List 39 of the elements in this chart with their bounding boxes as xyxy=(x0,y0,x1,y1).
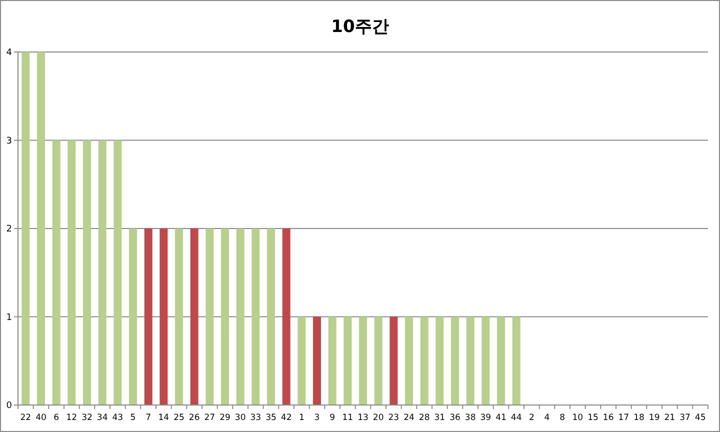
bar xyxy=(190,228,198,405)
bar xyxy=(252,228,260,405)
bar xyxy=(298,316,306,405)
y-tick-label: 4 xyxy=(6,48,12,58)
bar xyxy=(328,316,336,405)
bar xyxy=(405,316,413,405)
y-tick-label: 2 xyxy=(6,224,12,234)
bar xyxy=(83,140,91,405)
bar xyxy=(436,316,444,405)
bar xyxy=(236,228,244,405)
bar xyxy=(160,228,168,405)
bar xyxy=(482,316,490,405)
bar xyxy=(497,316,505,405)
bar xyxy=(451,316,459,405)
bar xyxy=(68,140,76,405)
bar xyxy=(267,228,275,405)
bar xyxy=(512,316,520,405)
bar xyxy=(466,316,474,405)
bar xyxy=(175,228,183,405)
bar xyxy=(374,316,382,405)
bar xyxy=(282,228,290,405)
bar xyxy=(344,316,352,405)
chart-title: 10주간 xyxy=(331,17,389,37)
bar xyxy=(144,228,152,405)
bar xyxy=(313,316,321,405)
y-tick-label: 1 xyxy=(6,312,12,323)
bar xyxy=(390,316,398,405)
bar xyxy=(98,140,106,405)
y-tick-label: 0 xyxy=(6,401,12,411)
bar xyxy=(221,228,229,405)
bar xyxy=(22,52,30,405)
bar xyxy=(359,316,367,405)
y-tick-label: 3 xyxy=(6,136,12,146)
bar xyxy=(129,228,137,405)
bar xyxy=(420,316,428,405)
bar xyxy=(206,228,214,405)
bar xyxy=(52,140,60,405)
bar xyxy=(114,140,122,405)
bar xyxy=(37,52,45,405)
